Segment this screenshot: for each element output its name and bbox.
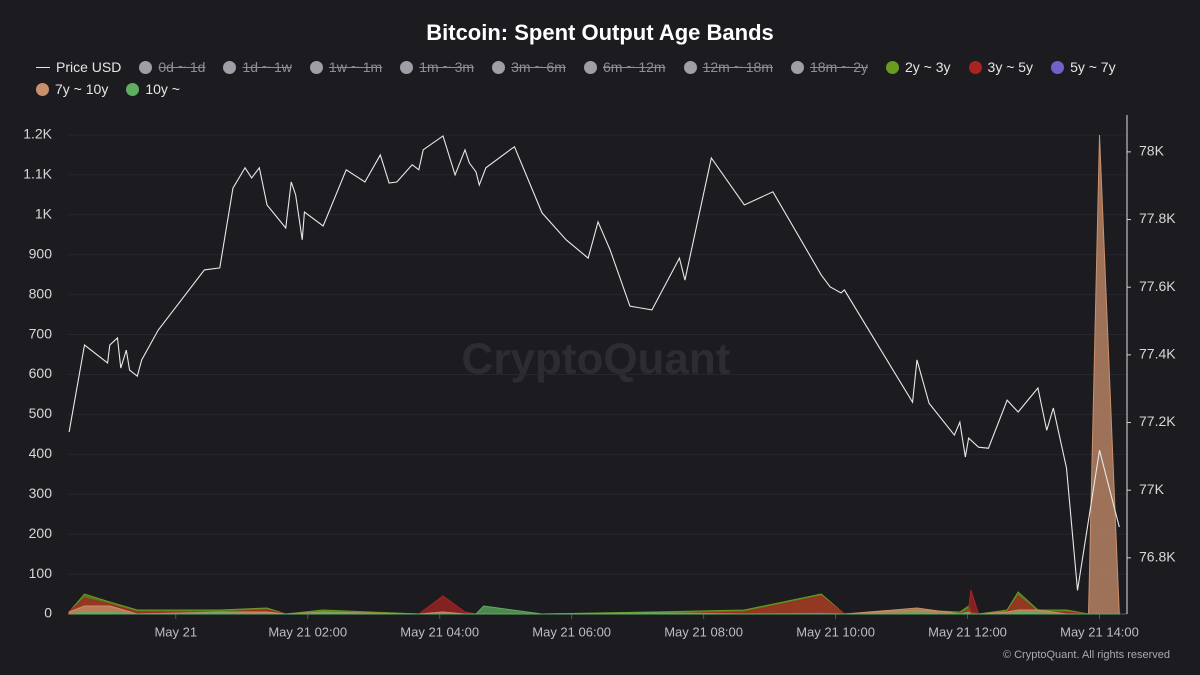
legend-item[interactable]: 3y ~ 5y bbox=[968, 58, 1034, 76]
y2-tick-label: 78K bbox=[1139, 143, 1165, 159]
legend-marker bbox=[36, 66, 50, 68]
legend-item[interactable]: Price USD bbox=[36, 58, 121, 76]
legend-marker bbox=[309, 60, 323, 74]
legend-label: 1m ~ 3m bbox=[419, 59, 475, 75]
y2-tick-label: 77.8K bbox=[1139, 210, 1176, 226]
legend-item[interactable]: 2y ~ 3y bbox=[886, 58, 951, 76]
legend-label: 6m ~ 12m bbox=[602, 59, 666, 75]
legend-label: 18m ~ 2y bbox=[810, 59, 868, 75]
legend-marker bbox=[400, 60, 414, 74]
legend-label: 1w ~ 1m bbox=[328, 59, 383, 75]
y2-tick-label: 77.6K bbox=[1139, 278, 1176, 294]
x-tick-label: May 21 14:00 bbox=[1060, 624, 1139, 639]
area bbox=[69, 605, 1120, 615]
y-tick-label: 400 bbox=[29, 445, 53, 461]
y-tick-label: 1.1K bbox=[23, 166, 52, 182]
x-tick-label: May 21 12:00 bbox=[928, 624, 1007, 639]
legend-marker bbox=[791, 60, 805, 74]
legend-item[interactable]: 10y ~ bbox=[126, 80, 180, 98]
watermark: CryptoQuant bbox=[462, 335, 731, 384]
legend-marker bbox=[223, 60, 237, 74]
legend-marker bbox=[683, 60, 697, 74]
y2-tick-label: 77.2K bbox=[1139, 413, 1176, 429]
area bbox=[68, 591, 1120, 615]
x-tick-label: May 21 08:00 bbox=[664, 624, 743, 639]
legend-marker bbox=[968, 60, 982, 74]
legend-item[interactable]: 5y ~ 7y bbox=[1051, 58, 1116, 76]
x-tick-label: May 21 04:00 bbox=[400, 624, 479, 639]
grid bbox=[68, 134, 1127, 615]
legend-marker bbox=[886, 60, 899, 74]
x-tick-label: May 21 06:00 bbox=[532, 624, 611, 639]
legend-marker bbox=[139, 60, 153, 74]
legend-item[interactable]: 0d ~ 1d bbox=[139, 58, 205, 76]
legend-item[interactable]: 7y ~ 10y bbox=[36, 80, 108, 98]
legend-label: 1d ~ 1w bbox=[242, 59, 292, 75]
legend-label: 3m ~ 6m bbox=[511, 59, 566, 75]
y-tick-label: 1.2K bbox=[23, 126, 52, 142]
chart-title: Bitcoin: Spent Output Age Bands bbox=[426, 20, 774, 45]
y-tick-label: 1K bbox=[35, 206, 53, 222]
legend-label: 12m ~ 18m bbox=[702, 59, 774, 75]
x-tick-label: May 21 bbox=[154, 624, 197, 639]
legend: Price USD 0d ~ 1d 1d ~ 1w 1w ~ 1m 1m ~ 3m 3m … bbox=[36, 58, 1176, 98]
legend-label: 5y ~ 7y bbox=[1070, 59, 1116, 75]
y-tick-label: 200 bbox=[29, 525, 53, 541]
legend-marker bbox=[492, 60, 506, 74]
y2-tick-label: 77K bbox=[1139, 481, 1165, 497]
legend-item[interactable]: 18m ~ 2y bbox=[791, 58, 868, 76]
legend-label: 0d ~ 1d bbox=[158, 59, 206, 75]
x-tick-label: May 21 02:00 bbox=[268, 624, 347, 639]
price-line bbox=[68, 135, 1120, 591]
legend-label: 3y ~ 5y bbox=[987, 59, 1034, 75]
y-tick-label: 100 bbox=[29, 565, 53, 581]
legend-marker bbox=[1051, 60, 1065, 74]
y2-tick-label: 76.8K bbox=[1139, 549, 1176, 565]
y-tick-label: 600 bbox=[29, 365, 53, 381]
legend-marker bbox=[126, 82, 140, 96]
copyright: © CryptoQuant. All rights reserved bbox=[1003, 649, 1170, 661]
legend-item[interactable]: 1m ~ 3m bbox=[400, 58, 474, 76]
y-tick-label: 300 bbox=[29, 485, 53, 501]
legend-item[interactable]: 1d ~ 1w bbox=[223, 58, 292, 76]
legend-item[interactable]: 6m ~ 12m bbox=[583, 58, 666, 76]
legend-item[interactable]: 12m ~ 18m bbox=[683, 58, 774, 76]
legend-label: 7y ~ 10y bbox=[55, 81, 109, 97]
legend-marker bbox=[36, 82, 49, 96]
legend-label: 10y ~ bbox=[145, 81, 180, 97]
y-tick-label: 500 bbox=[29, 405, 53, 421]
legend-label: 2y ~ 3y bbox=[905, 59, 951, 75]
y-tick-label: 700 bbox=[29, 325, 53, 341]
x-tick-label: May 21 10:00 bbox=[796, 624, 875, 639]
legend-item[interactable]: 3m ~ 6m bbox=[492, 58, 566, 76]
y2-tick-label: 77.4K bbox=[1139, 346, 1176, 362]
legend-label: Price USD bbox=[56, 59, 122, 75]
y-tick-label: 800 bbox=[29, 285, 53, 301]
legend-item[interactable]: 1w ~ 1m bbox=[309, 58, 383, 76]
y-tick-label: 0 bbox=[44, 605, 52, 621]
y-tick-label: 900 bbox=[29, 245, 53, 261]
legend-marker bbox=[583, 60, 597, 74]
